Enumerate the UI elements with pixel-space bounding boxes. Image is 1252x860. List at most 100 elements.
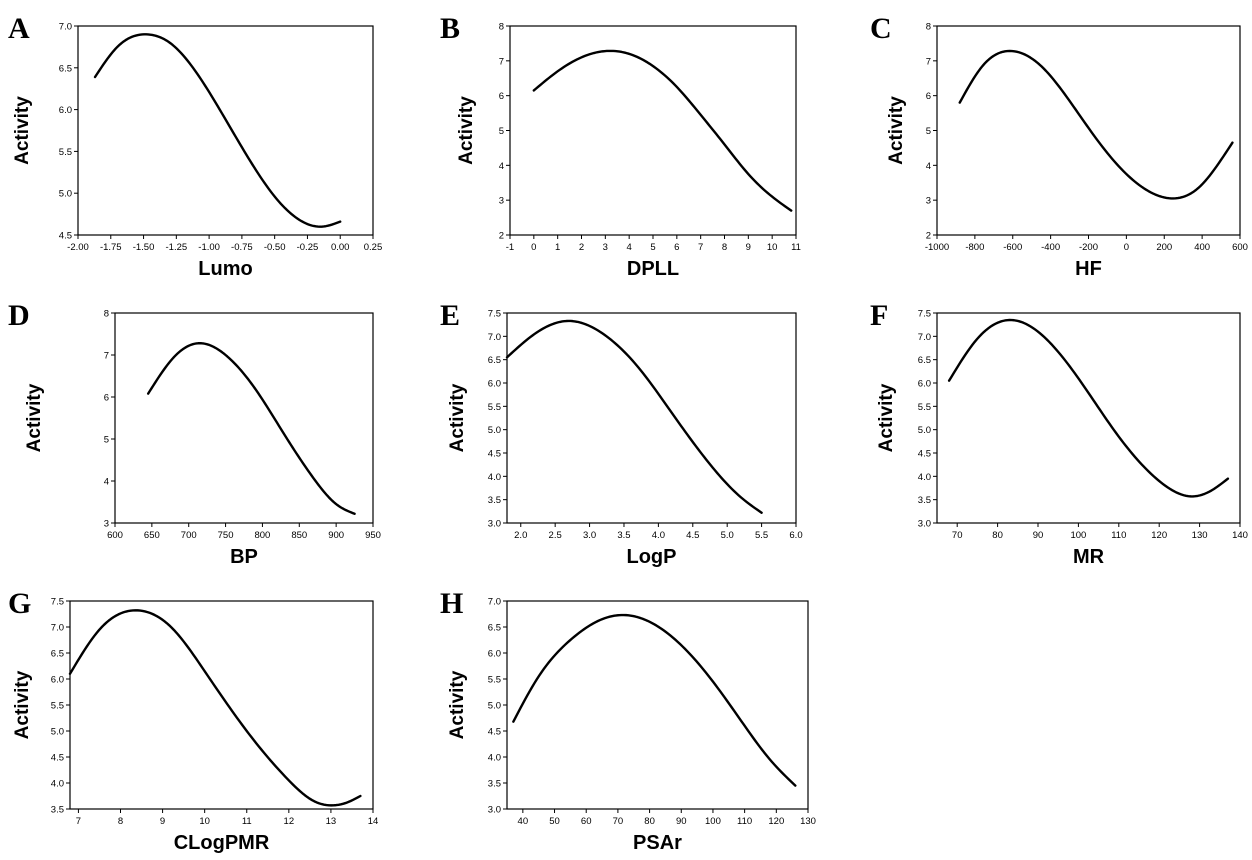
chart-panel-a: A -2.00 -1.75 -1.50 -1.25 -1.00 -0.75 -0.50 -0.2… [8, 12, 382, 280]
y-axis-label: Activity [447, 670, 468, 739]
x-tick-label: 950 [365, 530, 381, 541]
x-tick-label: 700 [181, 530, 197, 541]
y-tick-label: 6.0 [51, 675, 64, 686]
y-tick-label: 6 [926, 91, 931, 102]
y-tick-label: 7.5 [488, 309, 501, 320]
y-tick-label: 5.5 [488, 402, 501, 413]
x-tick-label: 110 [1111, 530, 1126, 541]
chart-panel-f: F 70 80 90 100 110 120 130 140 3.0 3.5 4.0 4.5 5.0 5.5… [870, 299, 1248, 568]
x-tick-label: 13 [326, 816, 337, 827]
x-tick-label: 10 [199, 816, 210, 827]
x-tick-label: -1.25 [166, 242, 188, 253]
y-tick-label: 4.0 [51, 779, 64, 790]
x-tick-label: -200 [1079, 242, 1098, 253]
y-axis-label: Activity [12, 670, 33, 739]
x-tick-label: 11 [791, 242, 801, 253]
x-tick-label: -0.25 [297, 242, 319, 253]
x-tick-label: 110 [737, 816, 752, 827]
panel-letter: F [870, 299, 888, 332]
x-tick-label: -0.75 [231, 242, 253, 253]
y-tick-label: 5 [104, 435, 109, 446]
y-tick-label: 3.5 [488, 779, 501, 790]
axis-frame [77, 25, 374, 236]
x-axis-label: DPLL [627, 258, 679, 280]
x-axis-label: PSAr [633, 832, 682, 854]
x-tick-label: 7 [76, 816, 81, 827]
panel-letter: E [440, 299, 460, 332]
y-axis-label: Activity [12, 96, 33, 165]
axis-frame [936, 25, 1241, 236]
y-tick-label: 3 [926, 196, 931, 207]
x-tick-label: 100 [705, 816, 721, 827]
y-tick-label: 3.0 [488, 519, 501, 530]
x-tick-label: 130 [800, 816, 816, 827]
x-tick-label: 600 [107, 530, 123, 541]
x-tick-label: 80 [644, 816, 655, 827]
x-tick-label: -600 [1003, 242, 1022, 253]
chart-panel-h: H 40 50 60 70 80 90 100 110 120 130 3.0 3.5 4.0 4.5 5.0… [440, 587, 816, 854]
x-tick-label: 5.5 [755, 530, 768, 541]
y-tick-label: 7.0 [918, 332, 931, 343]
y-tick-label: 6.5 [488, 355, 501, 366]
x-tick-label: 80 [992, 530, 1003, 541]
x-tick-label: 50 [549, 816, 560, 827]
x-tick-label: 11 [242, 816, 252, 827]
y-tick-label: 6 [104, 393, 109, 404]
axis-frame [506, 600, 809, 810]
y-tick-label: 3.5 [488, 495, 501, 506]
x-tick-label: 800 [254, 530, 270, 541]
y-tick-label: 5.5 [59, 147, 72, 158]
x-tick-label: 750 [218, 530, 234, 541]
y-tick-label: 3.5 [918, 495, 931, 506]
y-tick-label: 7.0 [488, 332, 501, 343]
x-tick-label: 4 [627, 242, 632, 253]
y-tick-label: 7 [926, 56, 931, 67]
axis-frame [936, 312, 1241, 524]
y-tick-label: 7 [499, 56, 504, 67]
chart-panel-d: D 600 650 700 750 800 850 900 950 3 4 5 6 7 8 BP Activit… [8, 299, 381, 568]
panel-letter: G [8, 587, 31, 620]
y-tick-label: 2 [499, 231, 504, 242]
x-tick-label: 8 [722, 242, 727, 253]
x-tick-label: 12 [284, 816, 295, 827]
activity-curve [532, 49, 793, 212]
y-tick-label: 7.5 [918, 309, 931, 320]
x-tick-label: -800 [965, 242, 984, 253]
x-tick-label: 600 [1232, 242, 1248, 253]
x-tick-label: 1 [555, 242, 560, 253]
y-tick-label: 4.0 [488, 472, 501, 483]
panel-letter: D [8, 299, 30, 332]
x-axis-label: HF [1075, 258, 1102, 280]
x-tick-label: 900 [328, 530, 344, 541]
activity-curve [958, 49, 1234, 200]
y-tick-label: 5.0 [488, 701, 501, 712]
activity-curve [505, 319, 763, 514]
y-tick-label: 8 [104, 309, 109, 320]
x-tick-label: -1 [506, 242, 514, 253]
x-tick-label: 4.5 [686, 530, 699, 541]
x-tick-label: 140 [1232, 530, 1248, 541]
x-tick-label: 9 [160, 816, 165, 827]
x-tick-label: 6 [674, 242, 679, 253]
y-axis-label: Activity [456, 96, 477, 165]
x-tick-label: 120 [1151, 530, 1167, 541]
y-tick-label: 4.5 [51, 753, 64, 764]
x-axis-label: CLogPMR [174, 832, 270, 854]
x-axis-label: BP [230, 546, 258, 568]
y-axis-label: Activity [886, 96, 907, 165]
activity-curve [512, 613, 797, 787]
y-tick-label: 4.0 [488, 753, 501, 764]
x-tick-label: 0 [1124, 242, 1129, 253]
x-tick-label: 0.00 [331, 242, 350, 253]
y-tick-label: 5.5 [51, 701, 64, 712]
chart-panel-b: B -1 0 1 2 3 4 5 6 7 8 9 10 11 2 3 4 5 6 7 8 DPLL Activity [440, 12, 801, 280]
y-tick-label: 8 [499, 22, 504, 33]
x-tick-label: 2.5 [549, 530, 562, 541]
x-tick-label: 2 [579, 242, 584, 253]
y-tick-label: 7 [104, 351, 109, 362]
y-tick-label: 8 [926, 22, 931, 33]
x-tick-label: 8 [118, 816, 123, 827]
chart-panel-c: C -1000 -800 -600 -400 -200 0 200 400 600 2 3 4 5 6 7 8 H… [870, 12, 1248, 280]
x-tick-label: 70 [613, 816, 624, 827]
